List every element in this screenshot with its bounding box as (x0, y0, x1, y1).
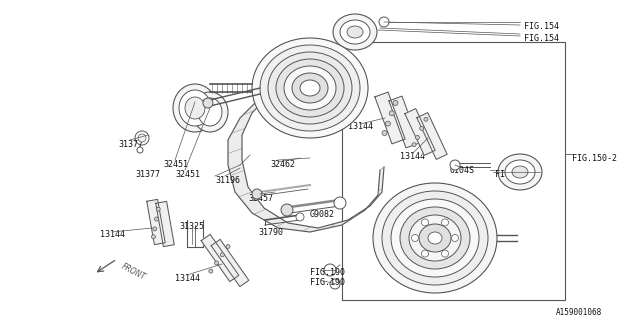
Circle shape (252, 189, 262, 199)
Circle shape (389, 111, 394, 116)
Circle shape (442, 219, 449, 226)
Ellipse shape (505, 160, 535, 184)
Ellipse shape (284, 66, 336, 110)
Text: 13144: 13144 (400, 152, 425, 161)
Text: 31325: 31325 (179, 222, 205, 231)
Ellipse shape (333, 14, 377, 50)
Circle shape (324, 264, 336, 276)
Ellipse shape (409, 215, 461, 261)
Circle shape (334, 197, 346, 209)
Circle shape (422, 250, 429, 257)
Ellipse shape (391, 199, 479, 277)
Circle shape (415, 135, 419, 140)
Circle shape (153, 227, 157, 231)
Text: 31790: 31790 (258, 228, 283, 237)
Polygon shape (201, 234, 239, 282)
Ellipse shape (347, 26, 363, 38)
Polygon shape (156, 201, 174, 247)
Circle shape (420, 126, 424, 130)
Circle shape (412, 143, 416, 147)
Circle shape (385, 121, 390, 126)
Ellipse shape (179, 90, 211, 126)
Text: 32451: 32451 (163, 160, 188, 169)
Circle shape (281, 204, 293, 216)
Bar (342, 42, 565, 300)
Ellipse shape (498, 154, 542, 190)
Circle shape (330, 279, 340, 289)
Text: FIG.190: FIG.190 (310, 268, 345, 277)
Text: FIG.154: FIG.154 (524, 34, 559, 43)
Text: G9082: G9082 (310, 210, 335, 219)
Text: 32451: 32451 (175, 170, 200, 179)
Ellipse shape (419, 224, 451, 252)
Circle shape (442, 250, 449, 257)
Ellipse shape (400, 207, 470, 269)
Ellipse shape (373, 183, 497, 293)
Text: 31377: 31377 (135, 170, 160, 179)
Text: FIG.190: FIG.190 (310, 278, 345, 287)
Circle shape (209, 269, 213, 273)
Ellipse shape (300, 80, 320, 96)
Circle shape (138, 134, 146, 142)
Text: 31196: 31196 (215, 176, 240, 185)
Ellipse shape (192, 92, 228, 132)
Ellipse shape (173, 84, 217, 132)
Circle shape (156, 207, 160, 211)
Circle shape (412, 235, 419, 242)
Text: 31377: 31377 (118, 140, 143, 149)
Text: 13144: 13144 (175, 274, 200, 283)
Text: 13144: 13144 (100, 230, 125, 239)
Circle shape (152, 235, 156, 239)
Circle shape (214, 261, 218, 265)
Circle shape (135, 131, 149, 145)
Ellipse shape (292, 73, 328, 103)
Circle shape (450, 160, 460, 170)
Ellipse shape (198, 98, 222, 126)
Polygon shape (211, 239, 249, 287)
Circle shape (379, 17, 389, 27)
Circle shape (220, 253, 224, 257)
Circle shape (203, 98, 213, 108)
Polygon shape (417, 113, 447, 159)
Text: FRONT: FRONT (120, 262, 147, 282)
Ellipse shape (185, 97, 205, 119)
Circle shape (393, 100, 398, 106)
Circle shape (422, 219, 429, 226)
Polygon shape (147, 199, 165, 244)
Ellipse shape (512, 166, 528, 178)
Polygon shape (405, 108, 435, 156)
Circle shape (451, 235, 458, 242)
Ellipse shape (428, 232, 442, 244)
Circle shape (137, 147, 143, 153)
Text: FIG.154: FIG.154 (524, 22, 559, 31)
Text: FIG.154: FIG.154 (495, 170, 530, 179)
Text: 0104S: 0104S (450, 166, 475, 175)
Polygon shape (375, 92, 405, 144)
Text: FIG.150-2: FIG.150-2 (572, 154, 617, 163)
Polygon shape (228, 96, 384, 232)
Polygon shape (389, 96, 419, 148)
Ellipse shape (268, 52, 352, 124)
Ellipse shape (260, 45, 360, 131)
Ellipse shape (276, 59, 344, 117)
Text: 13144: 13144 (348, 122, 373, 131)
Circle shape (226, 244, 230, 249)
Circle shape (296, 213, 304, 221)
Text: 32457: 32457 (248, 194, 273, 203)
Circle shape (424, 117, 428, 121)
Ellipse shape (252, 38, 368, 138)
Text: A159001068: A159001068 (556, 308, 602, 317)
Text: 32462: 32462 (270, 160, 295, 169)
Ellipse shape (382, 191, 488, 285)
Circle shape (382, 131, 387, 136)
Ellipse shape (340, 20, 370, 44)
Circle shape (154, 217, 159, 221)
